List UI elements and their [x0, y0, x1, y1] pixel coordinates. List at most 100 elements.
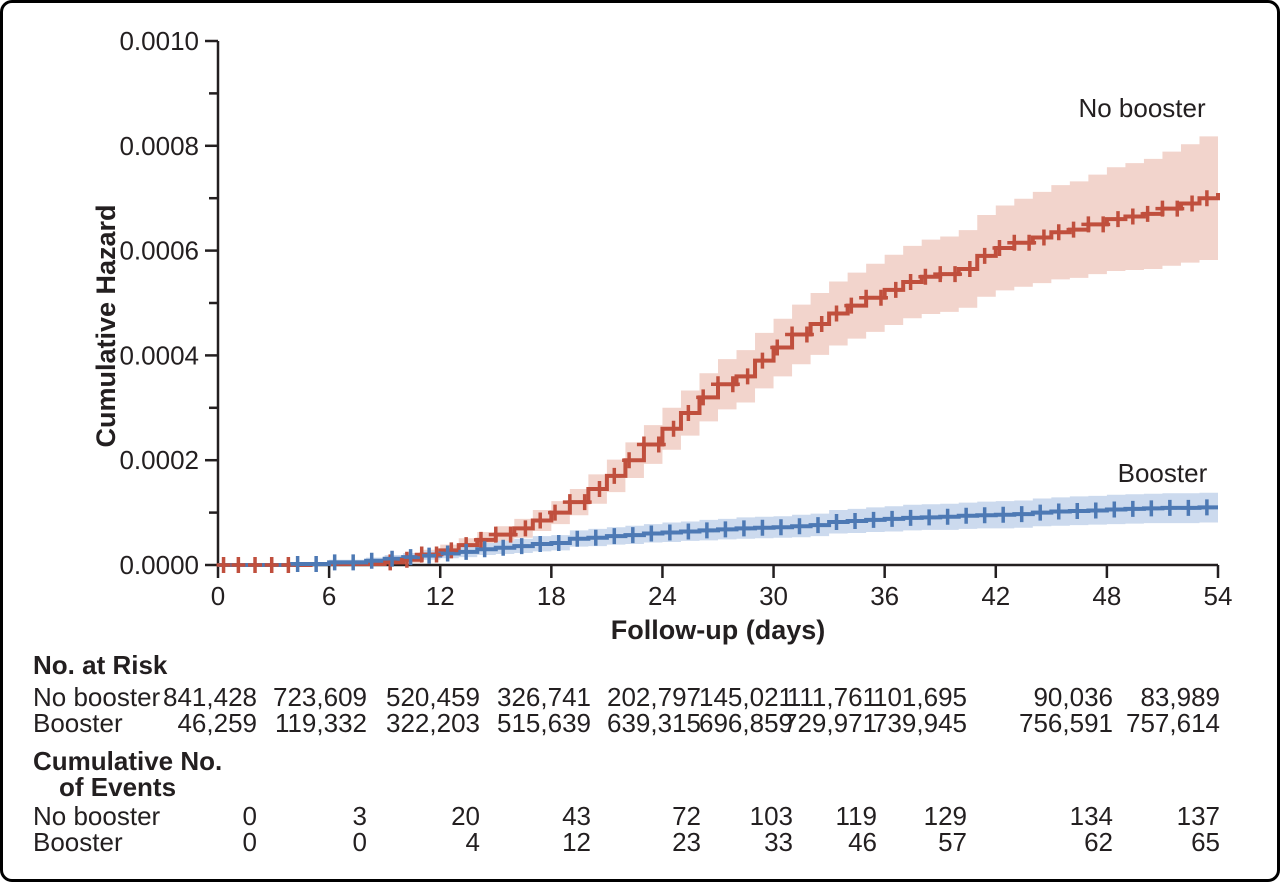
booster-censor-mark — [514, 538, 529, 555]
booster-censor-mark — [662, 524, 677, 541]
booster-censor-mark — [625, 527, 640, 544]
booster-censor-mark — [922, 509, 937, 526]
booster-censor-mark — [959, 507, 974, 524]
no-booster-censor-mark — [518, 520, 533, 537]
x-tick-label: 18 — [537, 581, 566, 611]
no-booster-censor-mark — [933, 266, 948, 283]
booster-censor-mark — [996, 506, 1011, 523]
x-tick-label: 30 — [759, 581, 788, 611]
events-row-booster-cell: 23 — [672, 827, 701, 857]
booster-censor-mark — [718, 521, 733, 538]
risk-row-booster-cell: 322,203 — [386, 708, 480, 738]
risk-row-no-booster-cell: 326,741 — [497, 682, 591, 712]
events-row-booster-cell: 12 — [562, 827, 591, 857]
no-booster-censor-mark — [1140, 205, 1155, 222]
booster-censor-mark — [422, 547, 437, 564]
booster-censor-mark — [644, 525, 659, 542]
no-booster-censor-mark — [918, 268, 933, 285]
no-booster-censor-mark — [1066, 221, 1081, 238]
events-row-booster-cell: 65 — [1191, 827, 1220, 857]
no-booster-censor-mark — [844, 297, 859, 314]
no-booster-censor-mark — [799, 326, 814, 343]
no-booster-censor-mark — [711, 376, 725, 393]
x-tick-label: 42 — [981, 581, 1010, 611]
risk-row-booster-cell: 119,332 — [274, 708, 367, 738]
no-booster-censor-mark — [1036, 229, 1051, 246]
booster-censor-mark — [736, 520, 751, 537]
booster-censor-mark — [811, 517, 825, 534]
booster-censor-mark — [570, 530, 585, 547]
y-tick-label: 0.0000 — [119, 550, 199, 580]
x-tick-label: 12 — [426, 581, 455, 611]
no-booster-censor-mark — [1081, 216, 1096, 233]
no-booster-censor-mark — [231, 557, 246, 573]
risk-table-header: No. at Risk — [33, 650, 168, 680]
no-booster-censor-mark — [651, 436, 666, 453]
y-axis-title: Cumulative Hazard — [91, 204, 121, 447]
no-booster-censor-mark — [1007, 234, 1022, 251]
no-booster-censor-mark — [592, 481, 607, 498]
booster-censor-mark — [496, 539, 511, 556]
events-row-no-booster-cell: 20 — [451, 801, 480, 831]
events-row-no-booster-cell: 43 — [562, 801, 591, 831]
no-booster-censor-mark — [1170, 200, 1185, 217]
booster-censor-mark — [551, 534, 566, 551]
no-booster-censor-mark — [977, 247, 992, 264]
no-booster-censor-mark — [829, 305, 844, 322]
events-header-line2: of Events — [59, 772, 177, 802]
x-tick-label: 48 — [1092, 581, 1121, 611]
x-axis-title: Follow-up (days) — [611, 615, 825, 645]
no-booster-censor-mark — [264, 557, 279, 573]
no-booster-censor-mark — [785, 326, 800, 343]
risk-row-no-booster-cell: 90,036 — [1033, 682, 1113, 712]
booster-censor-mark — [588, 529, 603, 546]
y-tick-label: 0.0010 — [119, 26, 199, 56]
no-booster-censor-mark — [622, 452, 637, 469]
events-row-no-booster-cell: 129 — [923, 801, 967, 831]
no-booster-censor-mark — [725, 376, 740, 393]
no-booster-censor-mark — [740, 368, 755, 385]
booster-censor-mark — [755, 519, 770, 536]
no-booster-confidence-band — [218, 128, 1218, 565]
risk-row-no-booster-cell: 723,609 — [273, 682, 367, 712]
booster-censor-mark — [440, 545, 455, 562]
booster-censor-mark — [327, 554, 342, 571]
booster-censor-mark — [977, 507, 992, 524]
x-tick-label: 54 — [1204, 581, 1233, 611]
no-booster-censor-mark — [992, 239, 1007, 256]
booster-censor-mark — [290, 555, 305, 572]
events-row-booster-cell: 0 — [242, 827, 257, 857]
booster-censor-mark — [309, 555, 324, 572]
no-booster-censor-mark — [666, 420, 681, 437]
no-booster-censor-mark — [1125, 208, 1140, 225]
risk-row-booster-cell: 757,614 — [1126, 708, 1220, 738]
no-booster-censor-mark — [681, 405, 696, 422]
booster-censor-mark — [1162, 499, 1177, 516]
y-tick-label: 0.0004 — [119, 340, 199, 370]
risk-row-no-booster-cell: 520,459 — [386, 682, 480, 712]
events-row-no-booster-cell: 119 — [835, 801, 877, 831]
risk-row-no-booster-cell: 202,797 — [607, 682, 701, 712]
booster-censor-mark — [699, 522, 714, 539]
no-booster-censor-mark — [636, 436, 651, 453]
booster-label: Booster — [1118, 458, 1208, 488]
no-booster-censor-mark — [859, 289, 874, 306]
booster-censor-mark — [940, 508, 955, 525]
no-booster-censor-mark — [607, 467, 622, 484]
risk-row-booster-cell: 729,971 — [783, 708, 877, 738]
no-booster-censor-mark — [770, 339, 785, 356]
booster-censor-mark — [829, 514, 844, 531]
risk-row-no-booster-cell: 83,989 — [1140, 682, 1220, 712]
hazard-chart: 0.0000 0.0002 0.0004 0.0006 0.0008 0.0010 0 6 12… — [91, 26, 1233, 645]
booster-censor-mark — [459, 543, 474, 560]
no-booster-censor-mark — [248, 557, 263, 573]
no-booster-censor-mark — [888, 281, 903, 298]
risk-row-no-booster-cell: 145,021 — [699, 682, 793, 712]
risk-row-no-booster-cell: 101,695 — [873, 682, 967, 712]
booster-censor-mark — [385, 550, 400, 567]
booster-censor-mark — [1107, 501, 1122, 518]
risk-row-no-booster-label: No booster — [33, 682, 161, 712]
events-row-no-booster-cell: 134 — [1069, 801, 1113, 831]
no-booster-censor-mark — [696, 389, 711, 406]
risk-row-booster-label: Booster — [33, 708, 123, 738]
